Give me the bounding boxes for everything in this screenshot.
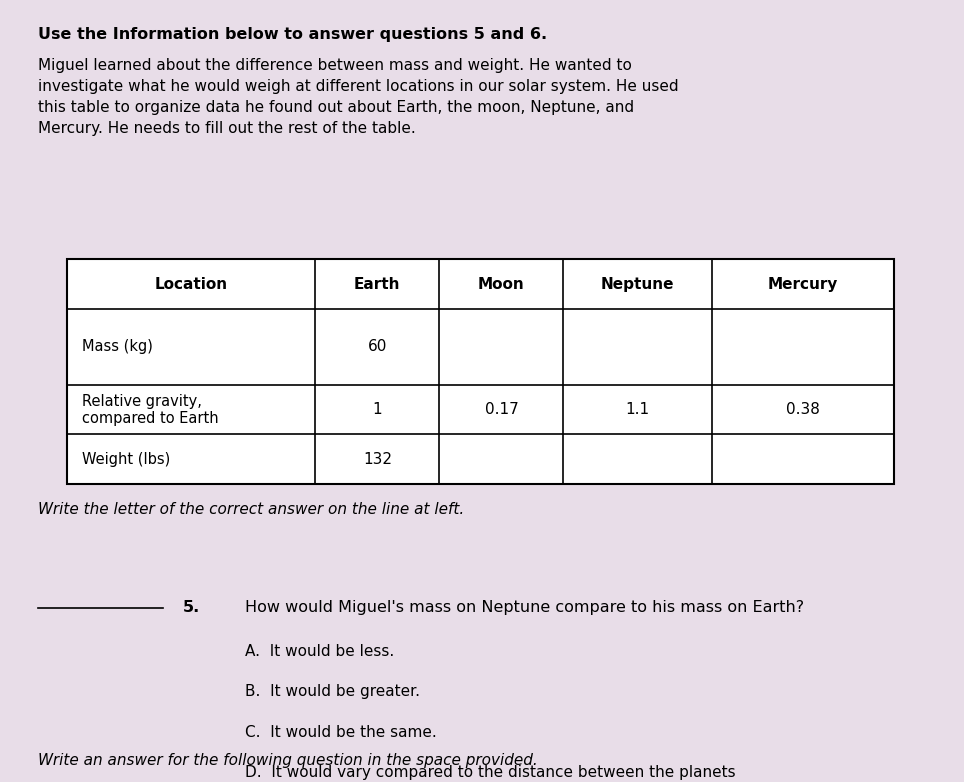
Text: Write an answer for the following question in the space provided.: Write an answer for the following questi…	[39, 752, 538, 768]
Text: Miguel learned about the difference between mass and weight. He wanted to
invest: Miguel learned about the difference betw…	[39, 58, 679, 136]
Text: Earth: Earth	[354, 277, 401, 292]
Text: Mass (kg): Mass (kg)	[82, 339, 152, 354]
Text: Weight (lbs): Weight (lbs)	[82, 452, 170, 467]
Text: Write the letter of the correct answer on the line at left.: Write the letter of the correct answer o…	[39, 502, 465, 517]
Text: Neptune: Neptune	[602, 277, 675, 292]
Text: 1.1: 1.1	[626, 402, 650, 418]
Bar	[67, 260, 895, 484]
Text: 5.: 5.	[183, 600, 200, 615]
Text: 0.38: 0.38	[787, 402, 820, 418]
Text: Mercury: Mercury	[768, 277, 839, 292]
Text: How would Miguel's mass on Neptune compare to his mass on Earth?: How would Miguel's mass on Neptune compa…	[245, 600, 804, 615]
Text: 132: 132	[362, 452, 392, 467]
Text: 1: 1	[372, 402, 382, 418]
Text: 0.17: 0.17	[485, 402, 519, 418]
Text: C.  It would be the same.: C. It would be the same.	[245, 725, 437, 740]
Text: Location: Location	[155, 277, 228, 292]
Text: Relative gravity,
compared to Earth: Relative gravity, compared to Earth	[82, 393, 219, 426]
Text: 60: 60	[367, 339, 388, 354]
Text: Use the Information below to answer questions 5 and 6.: Use the Information below to answer ques…	[39, 27, 548, 42]
Text: B.  It would be greater.: B. It would be greater.	[245, 684, 420, 699]
Text: A.  It would be less.: A. It would be less.	[245, 644, 394, 659]
Text: D.  It would vary compared to the distance between the planets: D. It would vary compared to the distanc…	[245, 765, 736, 780]
Text: Moon: Moon	[478, 277, 524, 292]
